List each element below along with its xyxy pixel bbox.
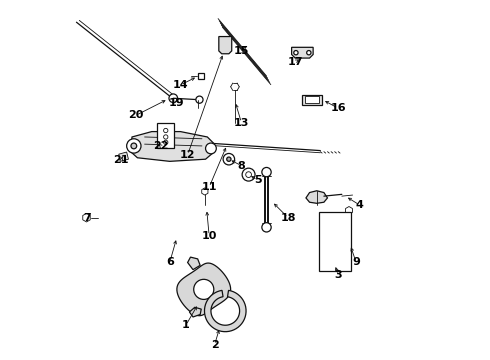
Polygon shape bbox=[130, 132, 215, 161]
FancyBboxPatch shape bbox=[157, 123, 174, 148]
Text: 12: 12 bbox=[180, 150, 196, 160]
Text: 6: 6 bbox=[166, 257, 173, 267]
Circle shape bbox=[223, 153, 235, 165]
Text: 20: 20 bbox=[128, 111, 143, 121]
Text: 15: 15 bbox=[234, 46, 249, 56]
FancyBboxPatch shape bbox=[318, 212, 351, 271]
Circle shape bbox=[169, 94, 177, 103]
Polygon shape bbox=[204, 291, 246, 332]
Polygon shape bbox=[219, 37, 232, 54]
Text: 5: 5 bbox=[254, 175, 261, 185]
Circle shape bbox=[245, 172, 251, 177]
Text: 10: 10 bbox=[201, 231, 217, 240]
Circle shape bbox=[196, 96, 203, 103]
Text: 13: 13 bbox=[234, 118, 249, 128]
Text: 2: 2 bbox=[211, 340, 219, 350]
Polygon shape bbox=[119, 152, 128, 161]
Circle shape bbox=[310, 98, 314, 102]
Text: 3: 3 bbox=[335, 270, 342, 280]
Polygon shape bbox=[306, 191, 327, 203]
Circle shape bbox=[126, 139, 141, 153]
Polygon shape bbox=[345, 207, 352, 215]
Circle shape bbox=[194, 279, 214, 300]
Circle shape bbox=[262, 223, 271, 232]
Text: 22: 22 bbox=[153, 141, 169, 151]
FancyBboxPatch shape bbox=[302, 95, 322, 105]
Polygon shape bbox=[188, 257, 200, 270]
Polygon shape bbox=[190, 307, 201, 317]
Polygon shape bbox=[202, 188, 208, 195]
Text: 4: 4 bbox=[356, 200, 364, 210]
Circle shape bbox=[242, 168, 255, 181]
Circle shape bbox=[262, 167, 271, 177]
Circle shape bbox=[205, 143, 216, 154]
Text: 11: 11 bbox=[201, 182, 217, 192]
Circle shape bbox=[307, 50, 311, 55]
Circle shape bbox=[164, 135, 168, 139]
Text: 8: 8 bbox=[238, 161, 245, 171]
Text: 14: 14 bbox=[172, 80, 188, 90]
Circle shape bbox=[164, 140, 168, 144]
Polygon shape bbox=[292, 47, 313, 58]
Text: 7: 7 bbox=[83, 213, 91, 222]
Circle shape bbox=[227, 157, 231, 161]
Text: 19: 19 bbox=[169, 98, 185, 108]
Polygon shape bbox=[177, 263, 231, 316]
Text: 21: 21 bbox=[114, 155, 129, 165]
Text: 1: 1 bbox=[182, 320, 190, 330]
Text: 17: 17 bbox=[288, 57, 303, 67]
Circle shape bbox=[149, 136, 159, 145]
Circle shape bbox=[164, 129, 168, 133]
Polygon shape bbox=[83, 213, 90, 222]
FancyBboxPatch shape bbox=[197, 73, 204, 79]
Circle shape bbox=[131, 143, 137, 149]
Text: 18: 18 bbox=[280, 213, 296, 222]
Text: 16: 16 bbox=[330, 103, 346, 113]
Text: 9: 9 bbox=[352, 257, 360, 267]
FancyBboxPatch shape bbox=[305, 96, 319, 103]
Circle shape bbox=[294, 50, 298, 55]
